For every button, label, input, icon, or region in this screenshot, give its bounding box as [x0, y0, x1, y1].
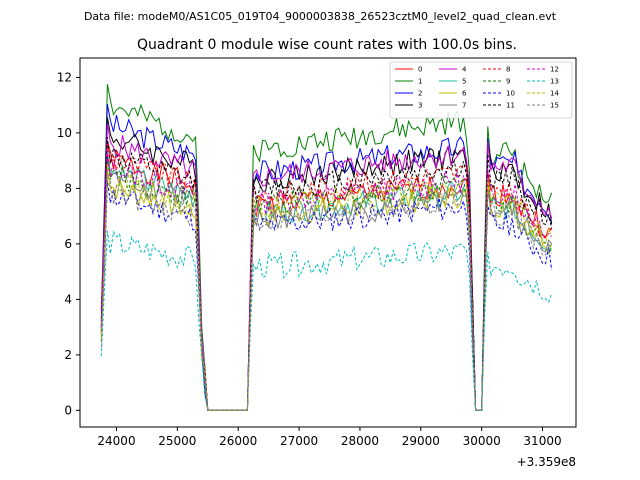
series-line-13 — [100, 230, 553, 411]
legend-label-9: 9 — [506, 78, 510, 86]
y-tick-label: 8 — [64, 181, 72, 195]
series-line-1 — [100, 84, 553, 411]
plot-frame — [79, 57, 577, 428]
legend-label-8: 8 — [506, 66, 510, 74]
y-tick-label: 12 — [57, 70, 72, 84]
series-line-14 — [100, 163, 553, 411]
x-tick-label: 28000 — [341, 434, 379, 448]
chart-suptitle: Data file: modeM0/AS1C05_019T04_90000038… — [84, 10, 557, 23]
x-tick-label: 29000 — [402, 434, 440, 448]
legend-label-0: 0 — [418, 66, 422, 74]
x-axis: 24000 25000 26000 27000 28000 29000 30000 31000 — [97, 427, 562, 448]
x-tick-label: 31000 — [523, 434, 561, 448]
series-line-15 — [100, 175, 553, 411]
legend-label-2: 2 — [418, 90, 422, 98]
x-tick-label: 25000 — [158, 434, 196, 448]
y-tick-label: 4 — [64, 292, 72, 306]
series-line-8 — [100, 140, 553, 411]
x-tick-label: 30000 — [463, 434, 501, 448]
y-tick-label: 0 — [64, 403, 72, 417]
series-line-12 — [100, 150, 553, 411]
y-tick-label: 2 — [64, 348, 72, 362]
chart-title: Quadrant 0 module wise count rates with … — [137, 37, 517, 53]
x-tick-label: 26000 — [219, 434, 257, 448]
series-layer — [100, 84, 553, 411]
legend-frame — [389, 61, 573, 119]
y-tick-label: 6 — [64, 237, 72, 251]
x-tick-label: 27000 — [280, 434, 318, 448]
legend-label-4: 4 — [462, 66, 467, 74]
legend-label-12: 12 — [550, 66, 559, 74]
legend-label-7: 7 — [462, 102, 466, 110]
legend-label-13: 13 — [550, 78, 559, 86]
y-axis: 0 2 4 6 8 10 12 — [57, 70, 80, 417]
legend-label-5: 5 — [462, 78, 466, 86]
series-line-10 — [100, 180, 553, 411]
legend-label-10: 10 — [506, 90, 515, 98]
legend-label-1: 1 — [418, 78, 422, 86]
y-tick-label: 10 — [57, 126, 72, 140]
legend-label-6: 6 — [462, 90, 467, 98]
legend-label-11: 11 — [506, 102, 515, 110]
x-offset-label: +3.359e8 — [517, 455, 576, 469]
x-tick-label: 24000 — [97, 434, 135, 448]
legend-label-15: 15 — [550, 102, 559, 110]
legend-label-3: 3 — [418, 102, 422, 110]
legend-label-14: 14 — [550, 90, 559, 98]
